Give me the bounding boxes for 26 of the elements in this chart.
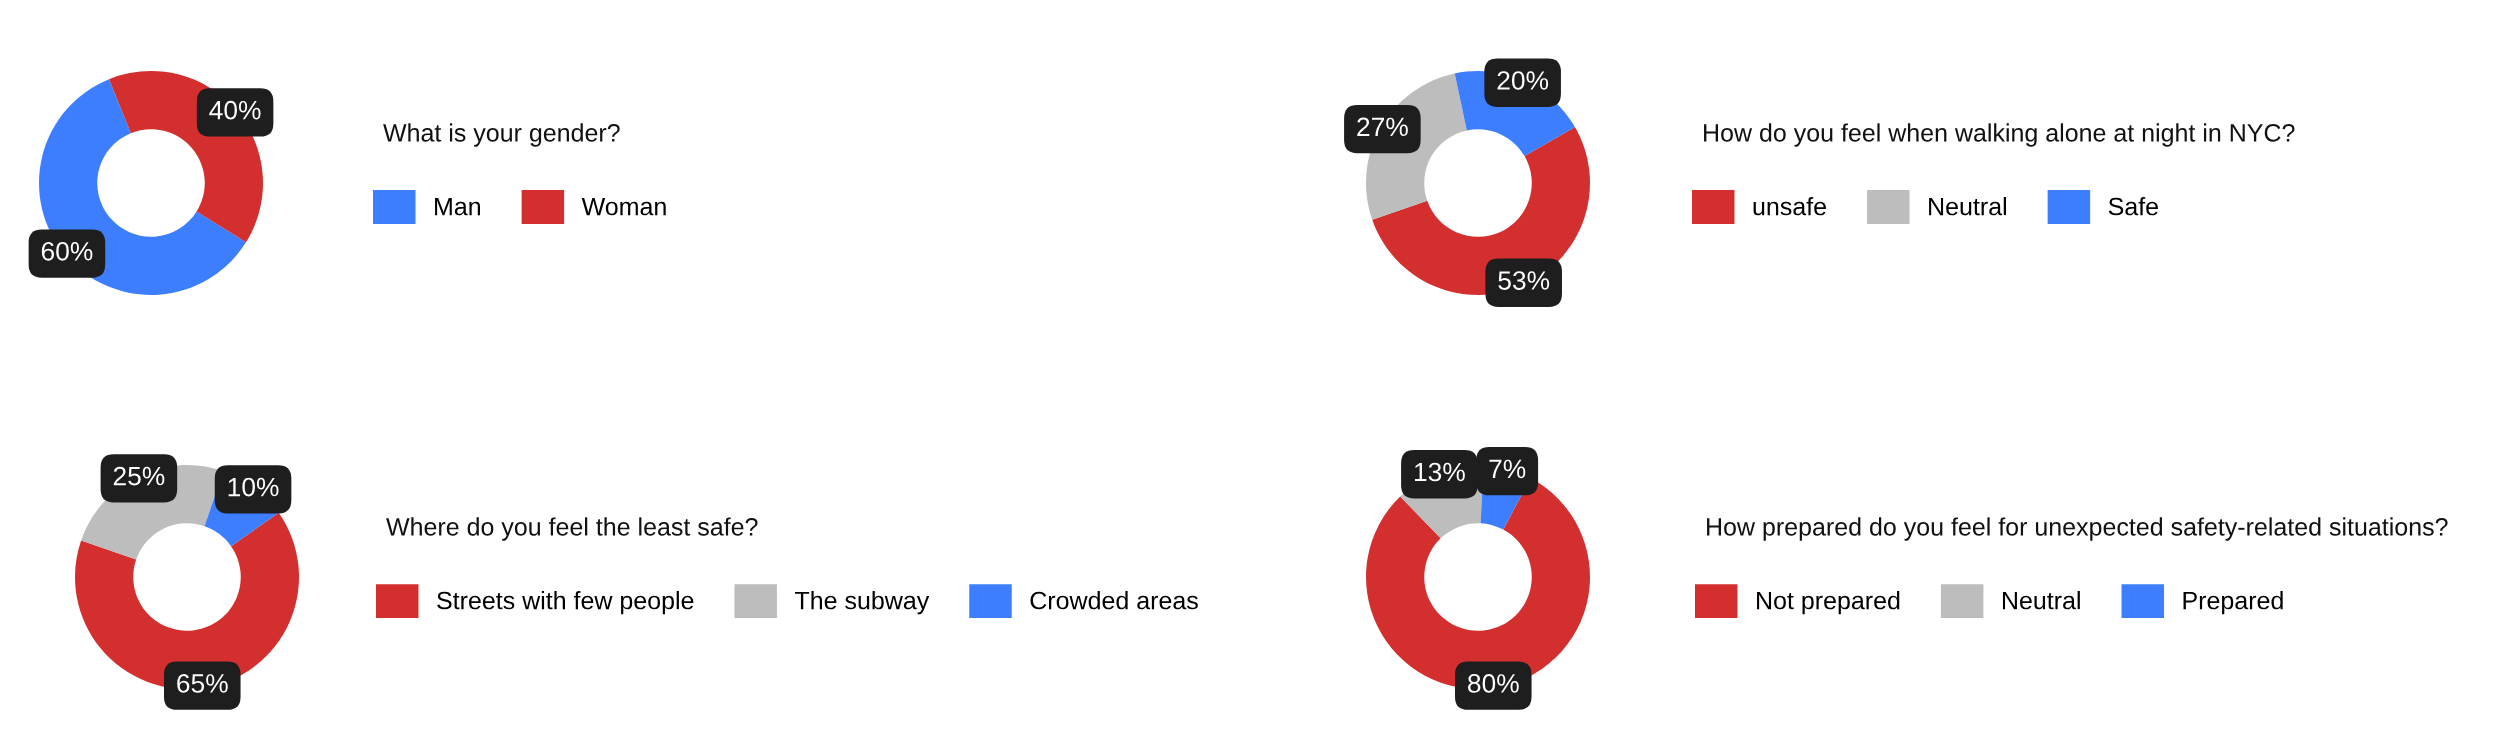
- legend-label: Neutral: [1929, 197, 2006, 216]
- data-label: 27%: [1357, 117, 1408, 137]
- data-label: 40%: [209, 100, 261, 120]
- data-label: 25%: [113, 466, 165, 486]
- data-label: 10%: [228, 477, 279, 497]
- data-label: 53%: [1498, 271, 1550, 290]
- data-label: 60%: [41, 241, 93, 261]
- text: How do you feel when walking alone at night in NYC?: [1704, 123, 2295, 147]
- legend-label: Crowded areas: [1030, 591, 1198, 610]
- legend-label: Woman: [581, 197, 666, 216]
- legend-label: Not prepared: [1757, 591, 1900, 615]
- legend-label: Safe: [2108, 197, 2158, 216]
- text: What is your gender?: [383, 123, 620, 147]
- data-label: 13%: [1414, 462, 1465, 482]
- legend-label: unsafe: [1753, 197, 1826, 216]
- data-label: 80%: [1468, 674, 1519, 693]
- data-label: 20%: [1497, 71, 1549, 90]
- legend-label: Neutral: [2002, 591, 2080, 610]
- text: How prepared do you feel for unexpected safety-related situations?: [1707, 517, 2448, 541]
- text: Where do you feel the least safe?: [386, 517, 758, 541]
- legend-label: Man: [435, 197, 481, 216]
- legend-label: The subway: [795, 591, 930, 615]
- legend-label: Prepared: [2183, 591, 2283, 615]
- legend-label: Streets with few people: [437, 591, 694, 615]
- data-label: 65%: [177, 674, 228, 693]
- data-label: 7%: [1489, 459, 1526, 479]
